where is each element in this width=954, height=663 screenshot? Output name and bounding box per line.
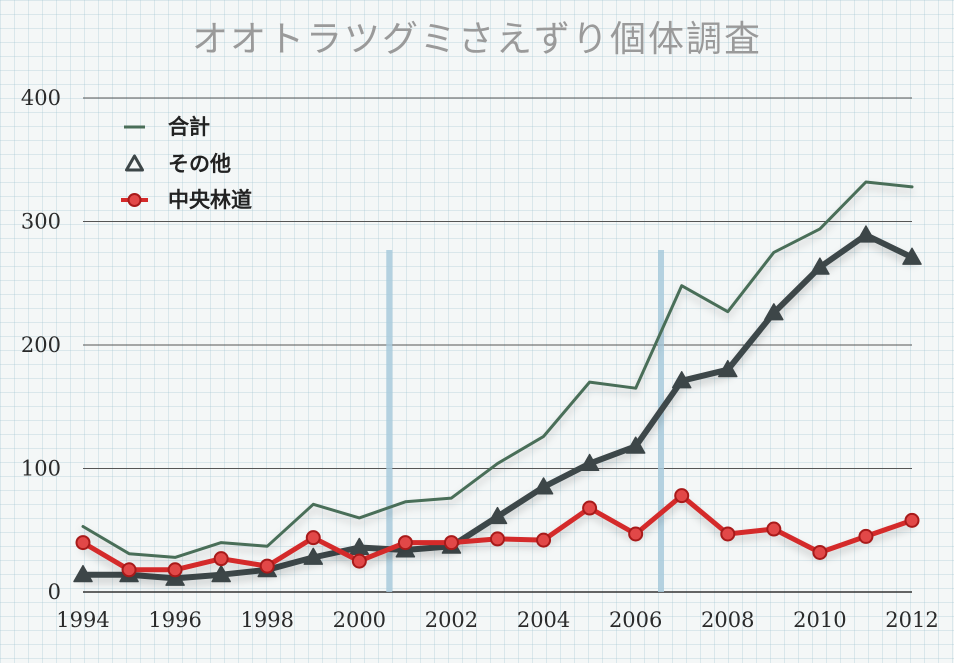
data-point xyxy=(536,532,552,548)
data-point xyxy=(167,562,183,578)
data-point xyxy=(397,535,413,551)
x-tick-label: 1998 xyxy=(240,608,293,632)
data-point xyxy=(671,371,692,389)
data-point xyxy=(579,453,600,472)
x-tick-label: 2010 xyxy=(793,608,846,632)
data-point xyxy=(904,512,920,528)
legend-label: 中央林道 xyxy=(168,188,252,212)
data-point xyxy=(858,528,874,544)
legend-label: その他 xyxy=(168,152,231,176)
data-point xyxy=(211,564,231,583)
data-point xyxy=(625,436,646,454)
data-point xyxy=(766,521,782,537)
y-tick-label: 300 xyxy=(21,210,61,234)
data-point xyxy=(810,257,830,275)
y-tick-label: 200 xyxy=(21,333,61,357)
data-point xyxy=(674,488,690,504)
x-tick-label: 2004 xyxy=(517,608,570,632)
x-tick-label: 2000 xyxy=(333,608,386,632)
x-tick-label: 2002 xyxy=(425,608,478,632)
y-tick-label: 400 xyxy=(21,86,61,110)
series-line xyxy=(81,180,914,559)
data-point xyxy=(165,568,185,586)
data-point xyxy=(490,531,505,547)
data-point xyxy=(487,506,508,525)
x-tick-label: 2012 xyxy=(885,608,938,632)
data-point xyxy=(305,530,321,546)
data-point xyxy=(259,558,275,574)
data-point xyxy=(720,526,736,542)
data-point xyxy=(351,553,367,569)
data-point xyxy=(443,535,459,551)
data-point xyxy=(213,551,229,567)
x-tick-label: 2006 xyxy=(609,608,662,632)
x-tick-label: 2008 xyxy=(701,608,754,632)
data-point xyxy=(582,500,598,516)
legend-label: 合計 xyxy=(168,115,210,139)
data-point xyxy=(628,526,644,542)
data-point xyxy=(856,225,876,243)
y-tick-label: 100 xyxy=(21,457,61,481)
data-point xyxy=(812,544,828,560)
data-point xyxy=(75,535,91,551)
data-point xyxy=(303,547,324,565)
data-point xyxy=(718,359,738,378)
x-tick-label: 1996 xyxy=(148,608,201,632)
data-point xyxy=(764,303,784,321)
legend-triangle-icon xyxy=(125,154,144,172)
series-line xyxy=(80,232,915,582)
data-point xyxy=(533,477,554,495)
legend-circle-icon xyxy=(127,193,142,207)
data-point xyxy=(73,564,93,583)
chart-title: オオトラツグミさえずり個体調査 xyxy=(191,19,762,60)
x-tick-label: 1994 xyxy=(56,608,109,632)
data-point xyxy=(121,562,137,578)
y-tick-label: 0 xyxy=(48,580,61,604)
data-point xyxy=(902,247,922,265)
